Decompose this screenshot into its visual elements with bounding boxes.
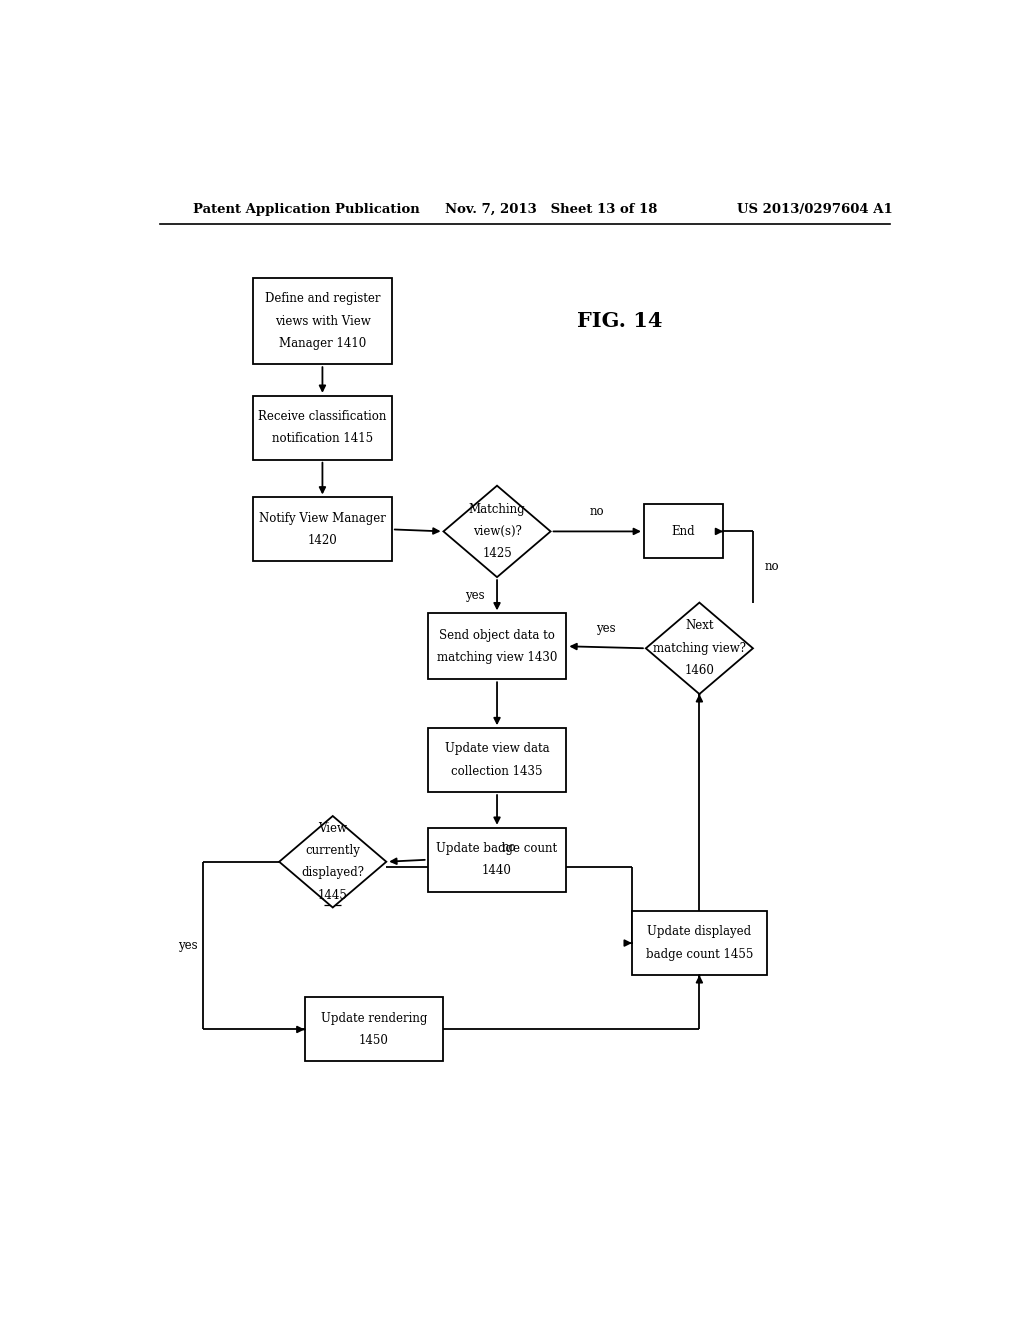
Text: 1450: 1450 <box>359 1034 389 1047</box>
Text: 1445: 1445 <box>317 888 348 902</box>
Polygon shape <box>646 602 753 694</box>
Text: Next: Next <box>685 619 714 632</box>
Text: notification 1415: notification 1415 <box>271 433 373 445</box>
Text: US 2013/0297604 A1: US 2013/0297604 A1 <box>737 203 893 215</box>
FancyBboxPatch shape <box>428 828 566 892</box>
Text: yes: yes <box>465 589 484 602</box>
Text: matching view 1430: matching view 1430 <box>437 651 557 664</box>
Text: 1420: 1420 <box>307 535 337 546</box>
Text: badge count 1455: badge count 1455 <box>646 948 753 961</box>
Text: 1440: 1440 <box>482 865 512 878</box>
Text: Notify View Manager: Notify View Manager <box>259 512 386 525</box>
Text: no: no <box>590 506 604 519</box>
Text: no: no <box>502 841 516 854</box>
Text: Define and register: Define and register <box>264 292 380 305</box>
Text: Update rendering: Update rendering <box>321 1011 427 1024</box>
Text: yes: yes <box>596 622 616 635</box>
Text: yes: yes <box>178 939 198 952</box>
Text: Nov. 7, 2013   Sheet 13 of 18: Nov. 7, 2013 Sheet 13 of 18 <box>445 203 657 215</box>
Text: Update badge count: Update badge count <box>436 842 558 855</box>
Text: matching view?: matching view? <box>653 642 745 655</box>
FancyBboxPatch shape <box>253 498 392 561</box>
Text: 1460: 1460 <box>684 664 715 677</box>
Text: currently: currently <box>305 843 360 857</box>
FancyBboxPatch shape <box>644 504 723 558</box>
Text: displayed?: displayed? <box>301 866 365 879</box>
FancyBboxPatch shape <box>304 998 443 1061</box>
FancyBboxPatch shape <box>253 396 392 459</box>
Text: Receive classification: Receive classification <box>258 411 387 424</box>
Text: View: View <box>318 822 347 834</box>
Text: Update displayed: Update displayed <box>647 925 752 939</box>
Text: Manager 1410: Manager 1410 <box>279 337 366 350</box>
Text: Matching: Matching <box>469 503 525 516</box>
FancyBboxPatch shape <box>253 277 392 364</box>
Text: no: no <box>765 561 779 573</box>
FancyBboxPatch shape <box>428 729 566 792</box>
Text: 1425: 1425 <box>482 548 512 560</box>
Polygon shape <box>443 486 551 577</box>
Text: collection 1435: collection 1435 <box>452 764 543 777</box>
Text: Update view data: Update view data <box>444 742 549 755</box>
Polygon shape <box>280 816 386 907</box>
FancyBboxPatch shape <box>632 911 767 975</box>
Text: view(s)?: view(s)? <box>473 525 521 539</box>
Text: Patent Application Publication: Patent Application Publication <box>194 203 420 215</box>
FancyBboxPatch shape <box>428 614 566 680</box>
Text: views with View: views with View <box>274 314 371 327</box>
Text: Send object data to: Send object data to <box>439 628 555 642</box>
Text: FIG. 14: FIG. 14 <box>578 312 663 331</box>
Text: End: End <box>672 525 695 539</box>
